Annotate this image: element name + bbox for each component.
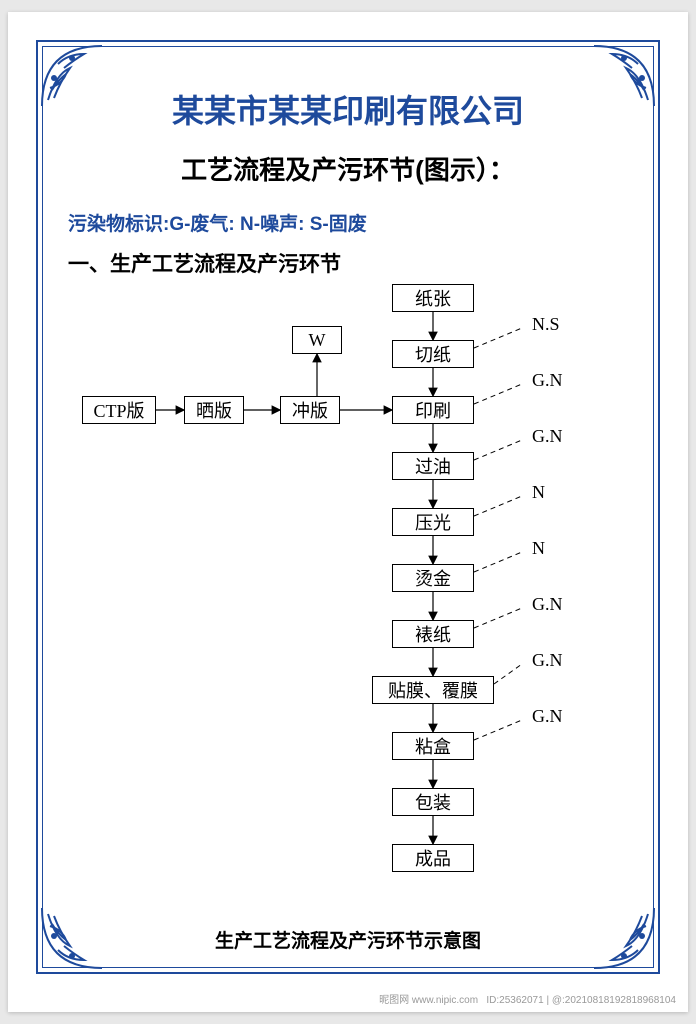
watermark: 昵图网 www.nipic.com ID:25362071 | @:202108… <box>379 991 676 1006</box>
flowchart-node: 压光 <box>392 508 474 536</box>
flowchart-node: 过油 <box>392 452 474 480</box>
pollutant-label: N.S <box>532 314 560 335</box>
pollutant-legend: 污染物标识:G-废气: N-噪声: S-固废 <box>68 209 634 236</box>
pollutant-label: G.N <box>532 370 563 391</box>
pollutant-label: N <box>532 482 545 503</box>
company-title: 某某市某某印刷有限公司 <box>62 86 634 132</box>
diagram-caption: 生产工艺流程及产污环节示意图 <box>62 926 634 953</box>
flowchart-node: 贴膜、覆膜 <box>372 676 494 704</box>
pollutant-label: G.N <box>532 426 563 447</box>
flowchart-node: 粘盒 <box>392 732 474 760</box>
flowchart-node: 纸张 <box>392 284 474 312</box>
flowchart-node: 印刷 <box>392 396 474 424</box>
flowchart-node: W <box>292 326 342 354</box>
pollutant-label: G.N <box>532 706 563 727</box>
flowchart-node: 裱纸 <box>392 620 474 648</box>
pollutant-label: G.N <box>532 650 563 671</box>
page: 某某市某某印刷有限公司 工艺流程及产污环节(图示）： 污染物标识:G-废气: N… <box>8 12 688 1012</box>
flowchart-node: 冲版 <box>280 396 340 424</box>
watermark-id: ID:25362071 | @:20210818192818968104 <box>486 995 676 1006</box>
flowchart-node: CTP版 <box>82 396 156 424</box>
flowchart-diagram: 纸张切纸印刷过油压光烫金裱纸贴膜、覆膜粘盒包装成品 W CTP版晒版 冲版 N.S G.N… <box>62 284 634 924</box>
flowchart-node: 烫金 <box>392 564 474 592</box>
subtitle: 工艺流程及产污环节(图示）： <box>62 150 634 187</box>
pollutant-label: N <box>532 538 545 559</box>
content-area: 某某市某某印刷有限公司 工艺流程及产污环节(图示）： 污染物标识:G-废气: N… <box>62 66 634 948</box>
flowchart-node: 切纸 <box>392 340 474 368</box>
pollutant-label: G.N <box>532 594 563 615</box>
flowchart-node: 包装 <box>392 788 474 816</box>
flowchart-node: 晒版 <box>184 396 244 424</box>
watermark-site: 昵图网 www.nipic.com <box>379 995 478 1006</box>
flowchart-node: 成品 <box>392 844 474 872</box>
section-heading: 一、生产工艺流程及产污环节 <box>68 248 634 278</box>
